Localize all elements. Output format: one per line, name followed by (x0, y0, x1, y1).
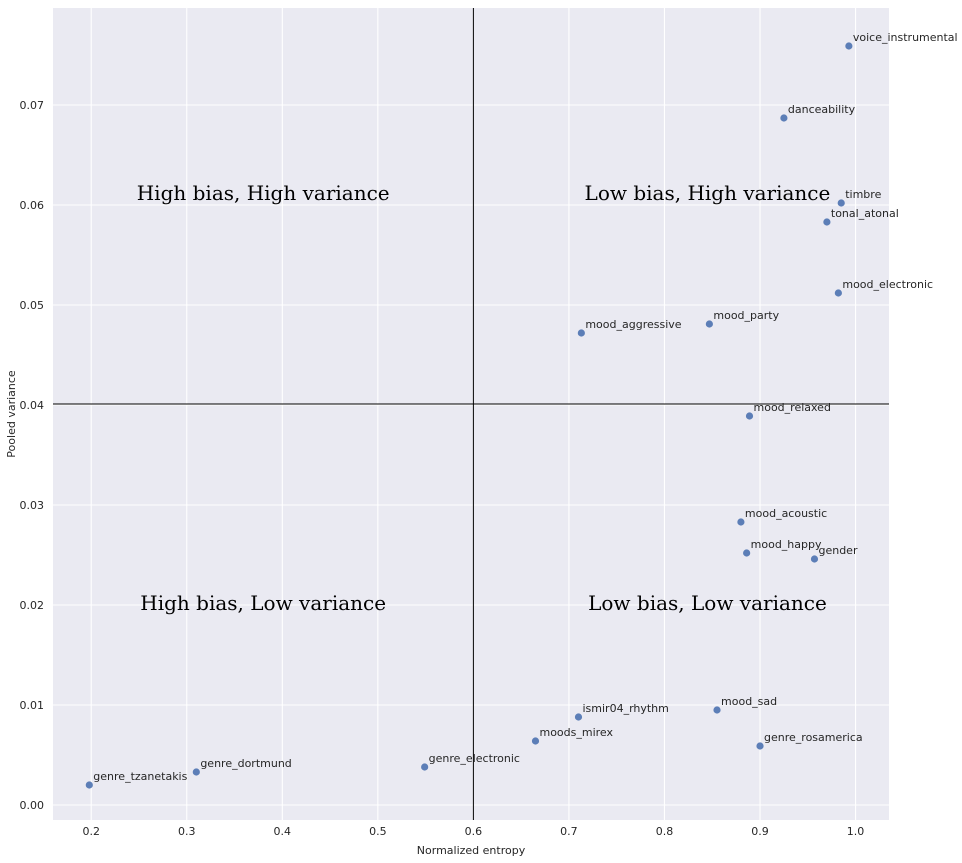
y-tick-label: 0.07 (20, 99, 45, 112)
scatter-point (531, 737, 540, 745)
x-tick-label: 0.4 (274, 825, 292, 838)
y-tick-label: 0.03 (20, 499, 45, 512)
y-tick-label: 0.04 (20, 399, 45, 412)
scatter-point (834, 289, 842, 297)
quadrant-label: High bias, High variance (137, 181, 390, 205)
point-label: danceability (788, 103, 856, 116)
scatter-point (845, 42, 853, 50)
scatter-point (577, 329, 585, 337)
y-tick-label: 0.01 (20, 699, 45, 712)
point-label: timbre (845, 188, 881, 201)
point-label: mood_electronic (842, 278, 933, 291)
scatter-point (421, 763, 429, 771)
point-label: mood_acoustic (745, 507, 827, 520)
y-tick-label: 0.00 (20, 799, 45, 812)
x-tick-label: 0.7 (560, 825, 578, 838)
point-label: mood_relaxed (754, 401, 831, 414)
point-label: mood_aggressive (585, 318, 681, 331)
x-tick-label: 0.5 (369, 825, 387, 838)
y-axis-label: Pooled variance (5, 370, 18, 458)
scatter-point (837, 199, 845, 207)
point-label: genre_electronic (429, 752, 520, 765)
x-axis-ticks: 0.2 0.3 0.4 0.5 0.6 0.7 0.8 0.9 1.0 (82, 825, 864, 838)
quadrant-label: Low bias, High variance (585, 181, 831, 205)
point-label: tonal_atonal (831, 207, 899, 220)
x-tick-label: 0.6 (465, 825, 483, 838)
scatter-point (756, 742, 764, 750)
scatter-point (743, 549, 751, 557)
quadrant-label: High bias, Low variance (140, 591, 386, 615)
scatter-point (745, 412, 754, 420)
grid-lines (53, 8, 889, 820)
y-tick-label: 0.05 (20, 299, 45, 312)
point-label: ismir04_rhythm (582, 702, 668, 715)
scatter-point (823, 218, 831, 226)
point-label: mood_happy (751, 538, 822, 551)
y-axis-ticks: 0.00 0.01 0.02 0.03 0.04 0.05 0.06 0.07 (20, 99, 45, 812)
scatter-point (713, 706, 721, 714)
x-axis-label: Normalized entropy (417, 844, 526, 857)
quadrant-dividers (53, 8, 889, 820)
point-label: moods_mirex (539, 726, 613, 739)
scatter-point (810, 555, 819, 563)
y-tick-label: 0.06 (20, 199, 45, 212)
point-label: mood_party (713, 309, 779, 322)
scatter-point (705, 320, 713, 328)
point-label: genre_rosamerica (764, 731, 863, 744)
point-label: mood_sad (721, 695, 777, 708)
scatter-point (780, 114, 788, 122)
x-tick-label: 0.8 (656, 825, 674, 838)
quadrant-labels: High bias, High variance Low bias, High v… (137, 181, 831, 615)
point-label: gender (818, 544, 857, 557)
scatter-point (737, 518, 745, 526)
y-tick-label: 0.02 (20, 599, 45, 612)
scatter-point (574, 713, 583, 721)
scatter-point (85, 781, 93, 789)
data-points: voice_instrumental danceability timbre tona… (85, 31, 958, 789)
x-tick-label: 1.0 (847, 825, 865, 838)
x-tick-label: 0.2 (82, 825, 100, 838)
point-label: genre_dortmund (200, 757, 291, 770)
x-tick-label: 0.9 (751, 825, 769, 838)
point-label: voice_instrumental (853, 31, 958, 44)
point-label: genre_tzanetakis (93, 770, 187, 783)
x-tick-label: 0.3 (178, 825, 196, 838)
quadrant-label: Low bias, Low variance (588, 591, 827, 615)
scatter-point (192, 768, 200, 776)
